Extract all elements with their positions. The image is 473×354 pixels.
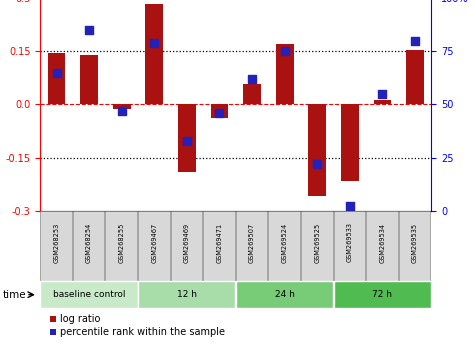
Text: log ratio: log ratio <box>61 314 101 324</box>
Text: 72 h: 72 h <box>372 290 393 299</box>
Point <box>118 108 125 114</box>
Bar <box>113 104 131 109</box>
Bar <box>178 104 196 172</box>
Text: GSM269524: GSM269524 <box>282 222 288 263</box>
Text: GSM269534: GSM269534 <box>379 222 385 263</box>
Point <box>150 40 158 46</box>
Text: percentile rank within the sample: percentile rank within the sample <box>61 327 225 337</box>
Text: GSM269467: GSM269467 <box>151 222 158 263</box>
Bar <box>374 100 392 104</box>
Text: GSM268254: GSM268254 <box>86 222 92 263</box>
Text: GSM268253: GSM268253 <box>53 222 60 263</box>
Point <box>85 27 93 33</box>
Point <box>379 91 386 97</box>
Text: time: time <box>2 290 26 300</box>
Bar <box>243 84 261 104</box>
Point <box>53 70 60 75</box>
Point <box>183 138 191 143</box>
Bar <box>276 44 294 104</box>
Bar <box>80 55 98 104</box>
Text: GSM269469: GSM269469 <box>184 222 190 263</box>
Text: GSM269525: GSM269525 <box>314 222 320 263</box>
Text: 24 h: 24 h <box>275 290 295 299</box>
Point <box>314 161 321 167</box>
Text: GSM268255: GSM268255 <box>119 222 125 263</box>
Bar <box>308 104 326 196</box>
Text: GSM269507: GSM269507 <box>249 222 255 263</box>
Bar <box>210 104 228 118</box>
Bar <box>341 104 359 181</box>
Point <box>281 48 289 54</box>
Text: GSM269535: GSM269535 <box>412 222 418 263</box>
Text: 12 h: 12 h <box>177 290 197 299</box>
Point <box>216 110 223 116</box>
Text: GSM269471: GSM269471 <box>217 222 222 263</box>
Point <box>346 204 354 209</box>
Bar <box>48 53 65 104</box>
Bar <box>145 4 163 104</box>
Bar <box>406 50 424 104</box>
Text: GSM269533: GSM269533 <box>347 223 353 262</box>
Point <box>412 38 419 44</box>
Text: baseline control: baseline control <box>53 290 125 299</box>
Point <box>248 76 256 82</box>
